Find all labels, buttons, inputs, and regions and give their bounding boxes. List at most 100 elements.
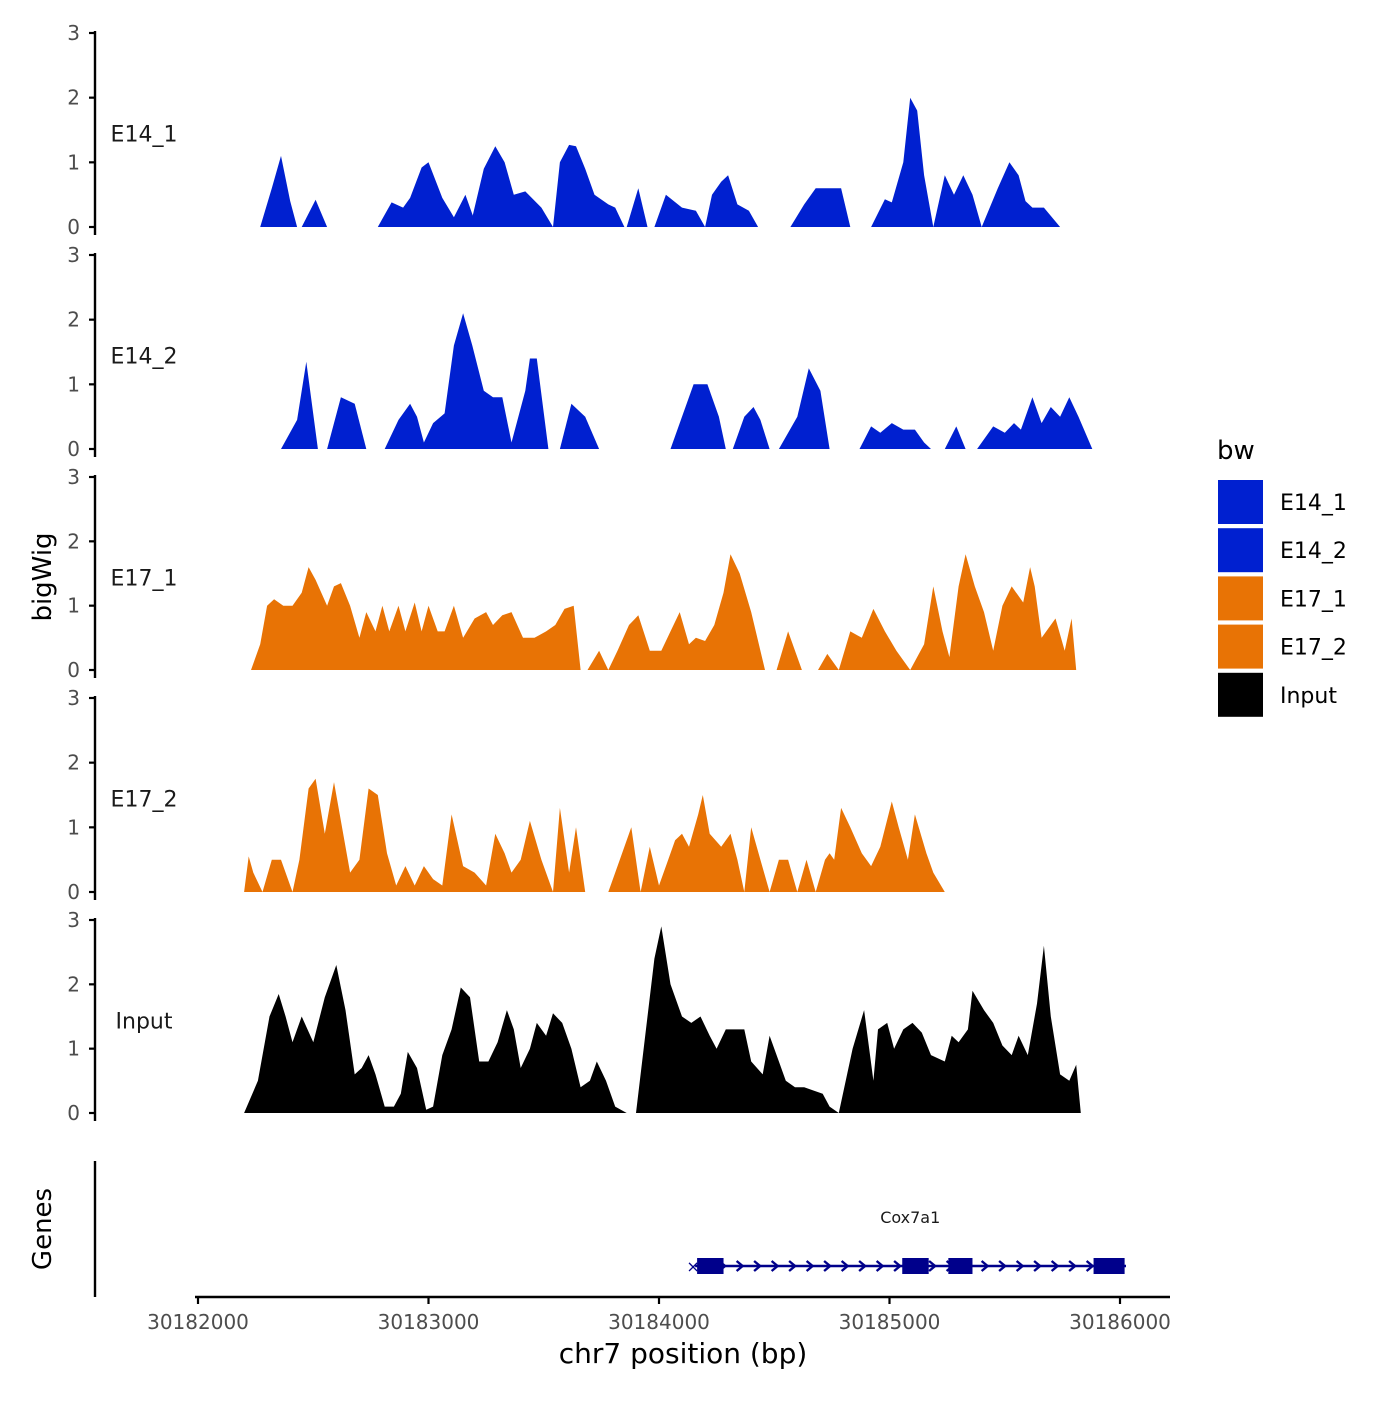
track-label: E17_2 <box>111 788 178 813</box>
track-e17-1: 0 1 2 3 E17_1 <box>67 465 1077 682</box>
legend-title: bw <box>1217 436 1255 466</box>
signal-area <box>377 162 477 227</box>
strand-arrow-icon <box>735 1260 745 1272</box>
signal-area <box>327 397 367 449</box>
signal-area <box>260 155 298 227</box>
y-axis-title: bigWig <box>28 532 58 621</box>
legend-swatch <box>1218 672 1263 717</box>
track-label: E14_2 <box>111 345 178 370</box>
signal-area <box>977 397 1093 449</box>
signal-area <box>790 188 851 227</box>
y-tick-label: 1 <box>67 594 80 618</box>
track-e14-1: 0 1 2 3 E14_1 <box>67 21 1061 239</box>
legend-label: E17_2 <box>1280 636 1347 661</box>
legend-label: E14_1 <box>1280 491 1347 516</box>
y-tick-label: 1 <box>67 372 80 396</box>
signal-area <box>778 368 830 449</box>
exon-block <box>1093 1258 1125 1274</box>
signal-area <box>626 188 648 227</box>
track-label: Input <box>116 1009 173 1034</box>
signal-area <box>859 423 931 449</box>
strand-arrow-icon <box>893 1260 902 1272</box>
y-tick-label: 2 <box>67 972 80 996</box>
y-tick-label: 0 <box>67 215 80 239</box>
signal-area <box>933 175 982 227</box>
signal-tracks: 0 1 2 3 E14_1 0 1 2 3 E14_2 0 1 2 3 E17_1 0 1 2 3 E17_2 0 1 2 3… <box>67 21 1093 1125</box>
track-input: 0 1 2 3 Input <box>67 908 1081 1125</box>
y-tick-label: 3 <box>67 243 80 267</box>
strand-arrow-icon <box>823 1260 832 1272</box>
signal-area <box>910 554 1077 670</box>
track-label: E14_1 <box>111 123 178 148</box>
signal-area <box>251 567 581 670</box>
signal-area <box>244 965 627 1113</box>
exon-block <box>902 1258 929 1274</box>
signal-area <box>608 795 945 892</box>
x-axis-title: chr7 position (bp) <box>559 1337 808 1370</box>
strand-arrow-icon <box>980 1260 990 1272</box>
x-tick-label: 30186000 <box>1069 1310 1171 1334</box>
signal-area <box>636 926 1081 1113</box>
strand-arrow-icon <box>1068 1260 1077 1272</box>
y-tick-label: 1 <box>67 150 80 174</box>
strand-arrow-icon <box>928 1260 937 1272</box>
signal-area <box>670 384 726 449</box>
legend-label: E17_1 <box>1280 587 1347 612</box>
strand-arrow-icon <box>1015 1260 1025 1272</box>
legend-label: Input <box>1280 684 1337 709</box>
gene-name-label: Cox7a1 <box>880 1208 940 1227</box>
y-tick-label: 0 <box>67 880 80 904</box>
strand-arrow-icon <box>788 1260 797 1272</box>
track-e14-2: 0 1 2 3 E14_2 <box>67 243 1093 461</box>
y-tick-label: 3 <box>67 686 80 710</box>
strand-arrow-icon <box>840 1260 850 1272</box>
legend-swatch <box>1218 624 1263 669</box>
x-axis: 30182000 30183000 30184000 30185000 30186000 <box>147 1295 1171 1334</box>
signal-area <box>281 361 318 449</box>
strand-arrow-icon <box>1085 1260 1095 1272</box>
signal-area <box>654 175 759 227</box>
legend: bw E14_1 E14_2 E17_1 E17_2 Input <box>1217 436 1347 717</box>
signal-area <box>587 554 765 670</box>
signal-area <box>559 403 600 449</box>
signal-area <box>871 97 934 227</box>
y-tick-label: 2 <box>67 308 80 332</box>
legend-swatch <box>1218 576 1263 621</box>
signal-area <box>244 778 586 892</box>
strand-arrow-icon <box>875 1260 885 1272</box>
signal-area <box>818 608 911 670</box>
y-tick-label: 1 <box>67 1037 80 1061</box>
strand-arrow-icon <box>1033 1260 1042 1272</box>
signal-area <box>301 199 328 227</box>
strand-arrow-icon <box>858 1260 867 1272</box>
exon-block <box>697 1258 724 1274</box>
gene-track: × Cox7a1 <box>93 1161 1126 1297</box>
signal-area <box>470 146 553 227</box>
y-tick-label: 2 <box>67 86 80 110</box>
signal-area <box>732 407 770 449</box>
y-tick-label: 0 <box>67 658 80 682</box>
strand-arrow-icon <box>998 1260 1007 1272</box>
y-tick-label: 3 <box>67 908 80 932</box>
x-tick-label: 30183000 <box>378 1310 480 1334</box>
legend-swatch <box>1218 528 1263 573</box>
y-tick-label: 0 <box>67 437 80 461</box>
y-tick-label: 1 <box>67 815 80 839</box>
strand-arrow-icon <box>770 1260 780 1272</box>
y-tick-label: 3 <box>67 465 80 489</box>
y-tick-label: 3 <box>67 21 80 45</box>
legend-swatch <box>1218 480 1263 524</box>
x-tick-label: 30184000 <box>608 1310 710 1334</box>
y-tick-label: 2 <box>67 529 80 553</box>
x-tick-label: 30185000 <box>839 1310 941 1334</box>
strand-arrow-icon <box>753 1260 762 1272</box>
x-tick-label: 30182000 <box>147 1310 249 1334</box>
strand-arrow-icon <box>1050 1260 1060 1272</box>
gene-track-title: Genes <box>28 1188 58 1270</box>
signal-area <box>776 631 802 670</box>
gene-start-marker: × <box>686 1257 699 1276</box>
legend-label: E14_2 <box>1280 539 1347 564</box>
signal-area <box>384 313 549 449</box>
